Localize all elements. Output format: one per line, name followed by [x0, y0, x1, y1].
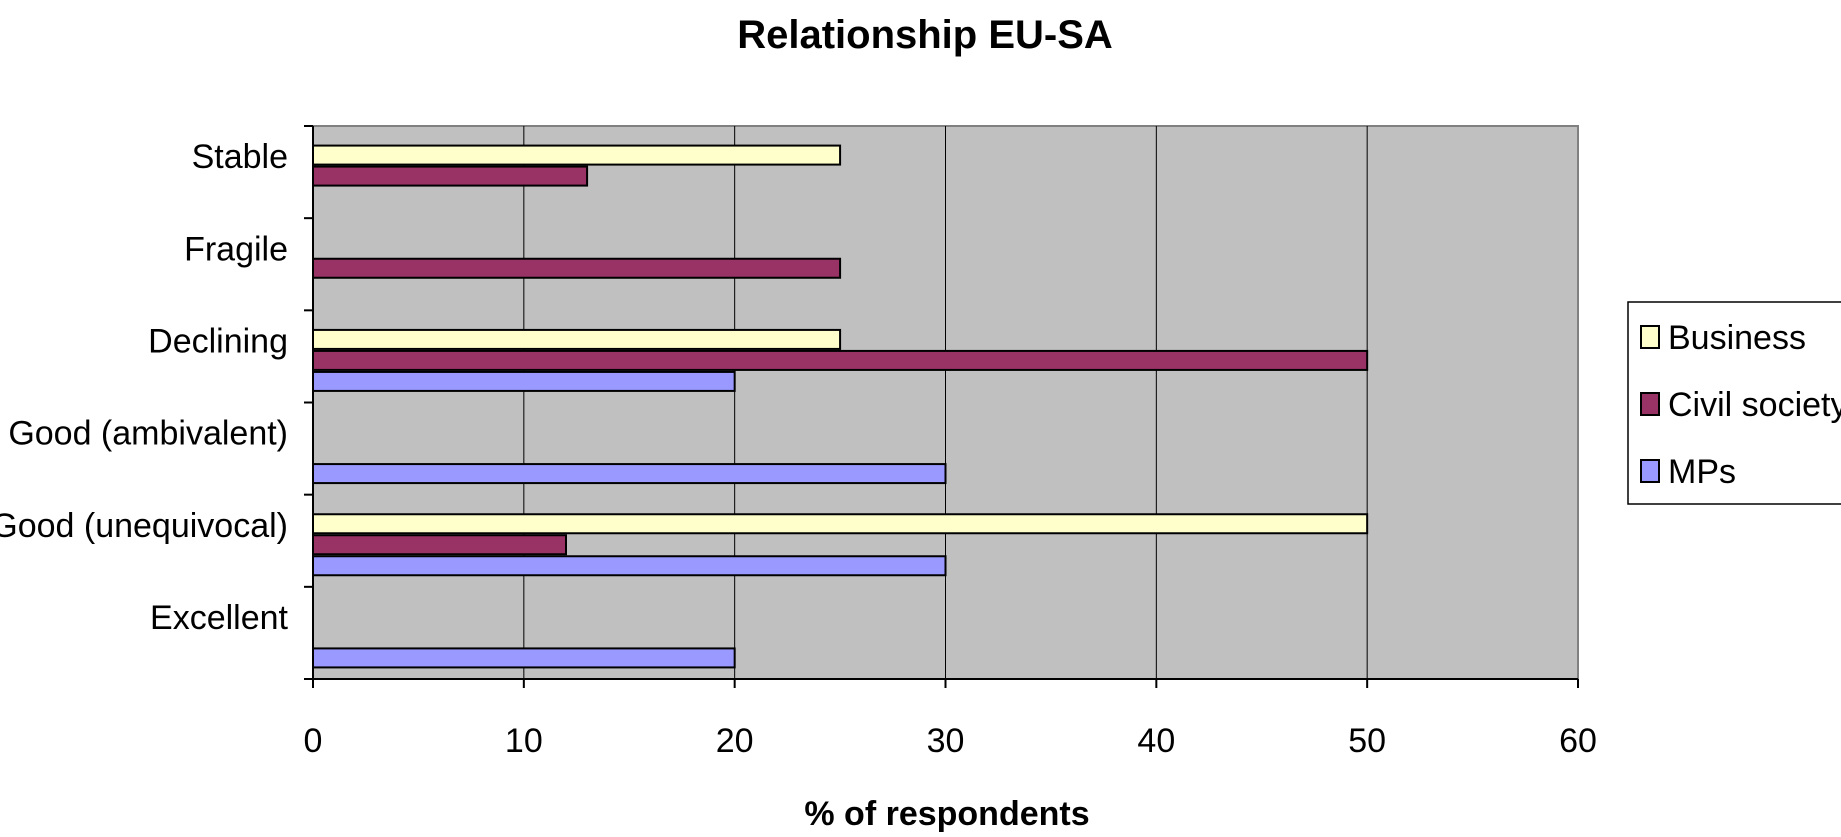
- bar-mps: [312, 555, 947, 577]
- x-tick-label: 30: [927, 722, 965, 760]
- bar-civil-society: [312, 349, 1369, 371]
- category-label: Declining: [148, 322, 288, 360]
- category-label: Stable: [192, 138, 288, 176]
- bar-mps: [312, 647, 736, 669]
- bar-business: [312, 144, 842, 166]
- x-tick-label: 10: [505, 722, 543, 760]
- bar-civil-society: [312, 165, 589, 187]
- x-tick-label: 50: [1348, 722, 1386, 760]
- bar-business: [312, 328, 842, 350]
- bar-mps: [312, 370, 736, 392]
- chart-title: Relationship EU-SA: [737, 13, 1113, 57]
- category-label: Good (unequivocal): [0, 507, 288, 545]
- legend-label: Business: [1668, 319, 1806, 357]
- bar-business: [312, 513, 1369, 535]
- bar-civil-society: [312, 534, 567, 556]
- x-tick-label: 60: [1559, 722, 1597, 760]
- category-label: Excellent: [150, 599, 289, 637]
- legend-label: MPs: [1668, 453, 1736, 491]
- grid-lines: [523, 126, 1368, 679]
- x-tick-label: 20: [716, 722, 754, 760]
- x-axis-label: % of respondents: [804, 795, 1089, 833]
- bar-mps: [312, 463, 947, 485]
- legend: Business Civil society MPs: [1627, 301, 1841, 505]
- legend-swatch: [1640, 459, 1660, 483]
- legend-label: Civil society: [1668, 386, 1841, 424]
- legend-swatch: [1640, 325, 1660, 349]
- axes: [304, 125, 1579, 688]
- x-tick-label: 0: [304, 722, 323, 760]
- x-tick-label: 40: [1137, 722, 1175, 760]
- category-label: Fragile: [184, 230, 288, 268]
- bars: [312, 144, 1369, 669]
- x-tick-labels: 0 10 20 30 40 50 60: [304, 722, 1597, 760]
- legend-swatch: [1640, 392, 1660, 416]
- legend-box: [1627, 301, 1841, 505]
- category-label: Good (ambivalent): [8, 415, 288, 453]
- bar-civil-society: [312, 257, 842, 279]
- category-labels: Stable Fragile Declining Good (ambivalent) G…: [0, 138, 289, 637]
